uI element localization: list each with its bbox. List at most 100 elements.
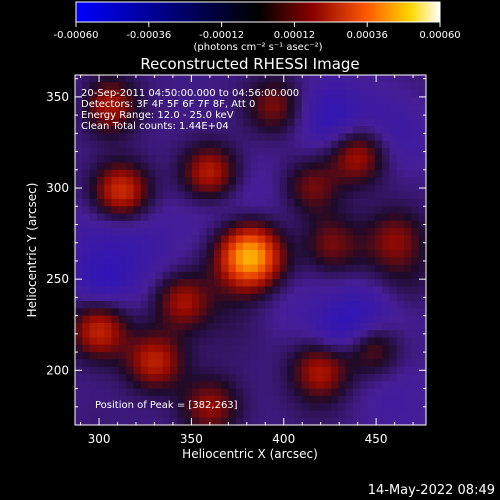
- heatmap-cell: [140, 133, 149, 142]
- heatmap-cell: [411, 301, 420, 309]
- heatmap-cell: [396, 162, 405, 171]
- heatmap-cell: [111, 330, 120, 338]
- heatmap-cell: [104, 177, 112, 185]
- heatmap-cell: [170, 381, 178, 389]
- heatmap-cell: [118, 417, 127, 426]
- heatmap-cell: [235, 330, 244, 338]
- heatmap-cell: [323, 286, 332, 295]
- heatmap-cell: [352, 388, 361, 397]
- heatmap-cell: [162, 155, 171, 163]
- heatmap-cell: [96, 89, 105, 98]
- heatmap-cell: [206, 330, 215, 338]
- heatmap-cell: [221, 417, 229, 426]
- heatmap-cell: [265, 257, 273, 265]
- heatmap-cell: [199, 403, 208, 411]
- heatmap-cell: [177, 162, 186, 171]
- heatmap-cell: [396, 388, 405, 397]
- heatmap-cell: [192, 206, 200, 214]
- heatmap-cell: [389, 220, 398, 229]
- heatmap-cell: [360, 228, 368, 236]
- heatmap-cell: [374, 352, 383, 360]
- heatmap-cell: [316, 118, 325, 127]
- heatmap-cell: [96, 417, 105, 426]
- heatmap-cell: [228, 184, 237, 193]
- heatmap-cell: [184, 82, 193, 90]
- heatmap-cell: [352, 293, 361, 302]
- heatmap-cell: [279, 191, 288, 200]
- heatmap-cell: [418, 140, 427, 149]
- heatmap-cell: [301, 75, 310, 83]
- heatmap-cell: [118, 228, 127, 236]
- heatmap-cell: [330, 198, 339, 207]
- heatmap-cell: [367, 111, 376, 120]
- heatmap-cell: [257, 104, 266, 112]
- heatmap-cell: [316, 220, 325, 229]
- heatmap-cell: [257, 322, 266, 331]
- heatmap-cell: [374, 250, 383, 258]
- heatmap-cell: [323, 118, 332, 127]
- heatmap-cell: [330, 279, 339, 287]
- heatmap-cell: [155, 118, 164, 127]
- heatmap-cell: [213, 213, 222, 222]
- heatmap-cell: [111, 301, 120, 309]
- heatmap-cell: [235, 162, 244, 171]
- heatmap-cell: [221, 191, 229, 200]
- heatmap-cell: [162, 388, 171, 397]
- heatmap-cell: [323, 417, 332, 426]
- heatmap-cell: [177, 184, 186, 193]
- heatmap-cell: [316, 293, 325, 302]
- heatmap-cell: [411, 111, 420, 120]
- heatmap-cell: [213, 301, 222, 309]
- heatmap-cell: [411, 118, 420, 127]
- heatmap-cell: [418, 301, 427, 309]
- heatmap-cell: [75, 250, 83, 258]
- heatmap-cell: [96, 257, 105, 265]
- heatmap-cell: [279, 155, 288, 163]
- heatmap-cell: [221, 410, 229, 419]
- heatmap-cell: [104, 271, 112, 280]
- heatmap-cell: [155, 155, 164, 163]
- heatmap-cell: [250, 373, 259, 382]
- heatmap-cell: [177, 271, 186, 280]
- heatmap-cell: [177, 322, 186, 331]
- heatmap-cell: [177, 373, 186, 382]
- heatmap-cell: [82, 352, 91, 360]
- heatmap-cell: [287, 155, 295, 163]
- heatmap-cell: [287, 337, 295, 346]
- heatmap-cell: [279, 242, 288, 251]
- heatmap-cell: [352, 352, 361, 360]
- heatmap-cell: [323, 315, 332, 324]
- heatmap-cell: [411, 410, 420, 419]
- heatmap-cell: [111, 213, 120, 222]
- heatmap-cell: [345, 133, 354, 142]
- heatmap-cell: [111, 104, 120, 112]
- heatmap-cell: [309, 220, 317, 229]
- heatmap-cell: [250, 264, 259, 273]
- heatmap-cell: [338, 271, 346, 280]
- heatmap-cell: [118, 147, 127, 156]
- heatmap-cell: [360, 403, 368, 411]
- heatmap-cell: [338, 264, 346, 273]
- heatmap-cell: [140, 417, 149, 426]
- heatmap-cell: [367, 177, 376, 185]
- heatmap-cell: [338, 242, 346, 251]
- heatmap-cell: [96, 126, 105, 134]
- heatmap-cell: [265, 75, 273, 83]
- heatmap-cell: [279, 235, 288, 244]
- heatmap-cell: [250, 111, 259, 120]
- heatmap-cell: [389, 381, 398, 389]
- heatmap-cell: [213, 126, 222, 134]
- heatmap-cell: [213, 133, 222, 142]
- heatmap-cell: [228, 220, 237, 229]
- heatmap-cell: [96, 169, 105, 178]
- heatmap-cell: [382, 184, 390, 193]
- x-axis-label: Heliocentric X (arcsec): [182, 447, 318, 461]
- heatmap-cell: [155, 308, 164, 317]
- heatmap-cell: [294, 395, 303, 404]
- heatmap-cell: [221, 228, 229, 236]
- heatmap-cell: [396, 96, 405, 105]
- heatmap-cell: [96, 235, 105, 244]
- heatmap-cell: [265, 220, 273, 229]
- heatmap-cell: [411, 403, 420, 411]
- heatmap-cell: [360, 293, 368, 302]
